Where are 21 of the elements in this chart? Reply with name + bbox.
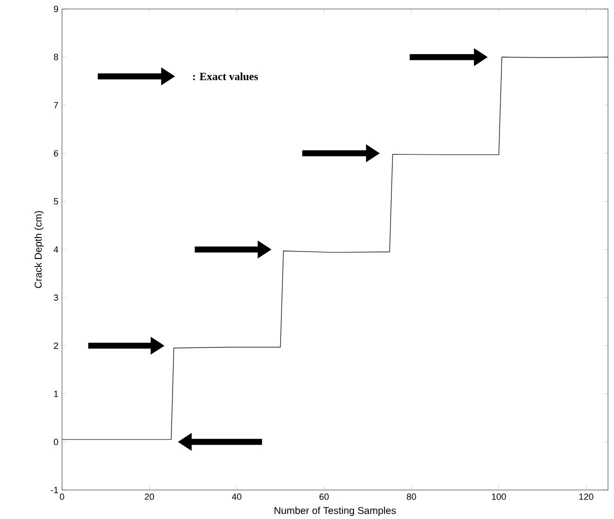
y-tick-label: 9: [54, 6, 58, 12]
y-tick-label: 6: [54, 150, 58, 156]
y-axis-title: Crack Depth (cm): [34, 210, 44, 288]
x-tick-label: 20: [144, 493, 154, 500]
y-tick-label: 7: [54, 102, 58, 108]
x-tick-label: 100: [492, 493, 506, 500]
x-tick-label: 120: [579, 493, 594, 500]
y-tick-label: 4: [54, 246, 58, 252]
x-tick-label: 60: [320, 493, 329, 500]
y-tick-label: 0: [54, 438, 58, 445]
x-tick-label: 0: [60, 493, 64, 500]
x-axis-title: Number of Testing Samples: [274, 506, 396, 516]
y-tick-label: 2: [54, 342, 58, 349]
y-tick-label: 8: [54, 54, 58, 60]
y-tick-label: 3: [54, 294, 58, 301]
y-tick-label: 5: [54, 198, 58, 204]
x-tick-label: 80: [406, 493, 416, 500]
x-tick-label: 40: [232, 493, 242, 500]
annotation: : Exact values: [193, 72, 258, 80]
y-tick-label: 1: [54, 390, 58, 397]
y-tick-label: -1: [50, 486, 58, 493]
